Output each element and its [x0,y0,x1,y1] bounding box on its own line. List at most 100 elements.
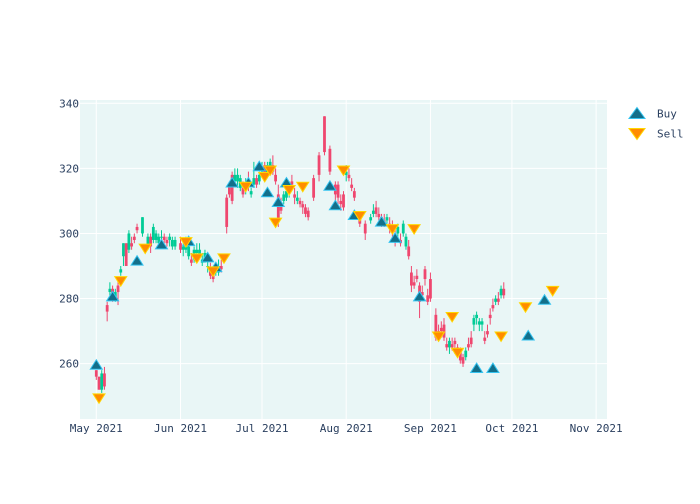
candle-decreasing [225,194,229,234]
candle-body [255,178,258,185]
legend-item-sell[interactable]: Sell [628,128,684,141]
candle-body [141,217,144,234]
candle-body [127,233,131,250]
sell-marker [385,224,400,236]
candle-decreasing [347,168,351,182]
candle-decreasing [342,191,345,211]
candle-body [124,243,128,267]
candle-decreasing [312,174,316,201]
candle-decreasing [255,174,258,188]
candle-decreasing [301,200,305,214]
candle-increasing [252,161,256,188]
candle-body [233,174,237,182]
sell-marker [545,285,560,297]
candle-body [249,191,253,195]
candle-decreasing [230,171,234,205]
sell-marker [238,181,253,193]
candle-increasing [173,236,177,250]
candle-body [426,295,430,302]
candle-body [219,266,223,270]
candle-body [342,194,345,208]
sell-marker [336,165,351,177]
candle-body [100,373,104,390]
candle-increasing [122,243,125,267]
candle-body [467,344,470,348]
candle-body [450,344,454,348]
candle-decreasing [103,366,106,390]
triangle-up-icon [628,106,646,119]
candle-body [336,184,340,198]
x-tick-label: Aug 2021 [320,422,373,435]
candle-body [496,298,500,302]
candle-body [472,318,476,325]
candle-body [181,246,185,250]
plot-background [80,100,607,419]
candle-decreasing [377,207,381,221]
sell-marker [189,253,204,265]
buy-marker [469,362,484,374]
candle-body [268,161,272,169]
candle-body [317,155,321,175]
candle-body [187,246,191,257]
y-axis-ticks: 260 280 300 320 340 [59,97,79,370]
candle-body [410,272,413,286]
legend-item-buy[interactable]: Buy [628,106,677,121]
candle-body [453,340,457,345]
candle-body [230,174,234,201]
sell-marker [206,266,221,278]
x-tick-label: Sep 2021 [404,422,457,435]
candle-body [279,204,283,211]
candle-decreasing [488,308,492,325]
candle-decreasing [374,200,378,218]
candle-decreasing [407,239,411,260]
candle-decreasing [467,337,470,351]
candle-decreasing [469,331,473,348]
candle-body [352,191,356,198]
candle-decreasing [415,269,419,283]
candle-increasing [499,285,503,299]
sell-marker [138,243,153,255]
candle-increasing [108,282,112,296]
candle-body [328,148,332,172]
candle-increasing [119,266,123,276]
y-tick-label: 300 [59,227,79,240]
candle-increasing [154,230,158,244]
candle-body [344,171,348,175]
candle-increasing [477,318,481,332]
candle-decreasing [483,331,487,345]
y-tick-label: 320 [59,162,79,175]
candle-body [499,288,503,296]
candle-body [168,236,172,240]
candle-body [149,236,153,247]
buy-marker [260,186,275,198]
candle-body [304,207,307,214]
legend[interactable]: Buy Sell [628,106,684,141]
candle-decreasing [94,370,98,380]
x-tick-label: Oct 2021 [485,422,538,435]
candle-body [483,337,487,341]
candle-body [458,350,462,361]
candle-increasing [480,318,484,332]
candle-body [228,184,231,195]
candle-decreasing [336,181,340,205]
candle-body [347,174,351,179]
candle-decreasing [328,145,332,175]
sell-marker [217,253,231,265]
candle-increasing [170,236,174,250]
candle-body [146,236,150,247]
candle-decreasing [306,207,310,221]
candle-decreasing [442,318,446,341]
legend-label-sell: Sell [657,128,684,141]
candle-body [488,314,492,319]
sell-marker [113,276,128,288]
buy-marker [323,179,337,191]
candle-increasing [404,233,408,250]
candle-body [119,269,123,273]
candle-increasing [464,347,468,361]
candle-body [401,223,405,234]
candle-body [282,194,286,201]
candle-decreasing [165,236,169,247]
candle-body [276,194,280,221]
x-axis-ticks: May 2021 Jun 2021 Jul 2021 Aug 2021 Sep 2021… [70,422,623,435]
candle-decreasing [298,197,302,208]
